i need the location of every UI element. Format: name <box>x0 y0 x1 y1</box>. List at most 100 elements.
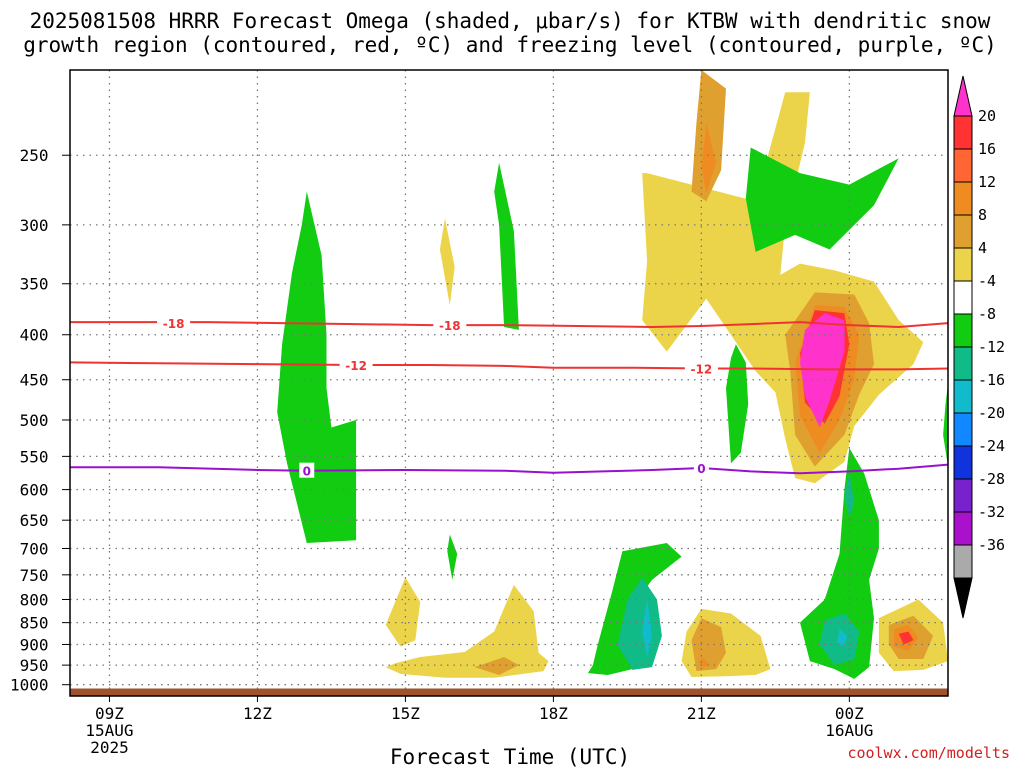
contour-line--18 <box>70 321 948 328</box>
y-tick-label-300: 300 <box>10 216 49 235</box>
x-tick-year-09Z: 2025 <box>90 738 129 757</box>
omega-region-9 <box>385 584 549 678</box>
colorbar-segment-8 <box>953 379 973 414</box>
colorbar-segment-6 <box>953 313 973 348</box>
colorbar-segment-10 <box>953 445 973 480</box>
contour-label--18-0: -18 <box>163 317 185 331</box>
x-tick-label-00Z: 00Z <box>835 704 864 723</box>
omega-region-19 <box>494 162 519 330</box>
plot-frame <box>69 69 949 697</box>
colorbar-label--28: -28 <box>978 470 1005 488</box>
omega-region-21 <box>745 147 899 252</box>
colorbar-label-16: 16 <box>978 140 996 158</box>
colorbar-label--36: -36 <box>978 536 1005 554</box>
omega-region-27 <box>844 473 855 518</box>
contour-label--18-1: -18 <box>439 319 461 333</box>
y-tick-label-600: 600 <box>10 481 49 500</box>
contour-label-bg--12-1 <box>684 360 718 376</box>
colorbar-bottom-arrow <box>953 577 973 619</box>
colorbar-label-12: 12 <box>978 173 996 191</box>
y-tick-label-950: 950 <box>10 656 49 675</box>
x-tick-date-09Z: 15AUG <box>85 721 133 740</box>
y-tick-label-650: 650 <box>10 511 49 530</box>
colorbar-segment-9 <box>953 412 973 447</box>
x-tick-label-21Z: 21Z <box>687 704 716 723</box>
omega-region-2 <box>701 123 717 193</box>
colorbar-label-20: 20 <box>978 107 996 125</box>
omega-shading-layer <box>277 70 948 679</box>
omega-region-0 <box>642 92 924 484</box>
colorbar-segment-12 <box>953 511 973 546</box>
omega-region-23 <box>587 543 682 675</box>
omega-region-25 <box>642 599 652 657</box>
y-axis-ticks: 250 300 350 400 450 500 550 600 650 700 … <box>10 146 70 695</box>
y-tick-label-800: 800 <box>10 590 49 609</box>
chart-title-line-2: growth region (contoured, red, ºC) and f… <box>23 33 997 57</box>
y-tick-label-500: 500 <box>10 411 49 430</box>
colorbar-label-8: 8 <box>978 206 987 224</box>
colorbar-label--32: -32 <box>978 503 1005 521</box>
y-tick-label-400: 400 <box>10 326 49 345</box>
x-axis-label: Forecast Time (UTC) <box>390 745 630 768</box>
ground-surface <box>70 688 948 696</box>
omega-region-26 <box>800 447 879 679</box>
grid-layer <box>70 70 948 696</box>
y-tick-label-350: 350 <box>10 275 49 294</box>
x-tick-label-15Z: 15Z <box>391 704 420 723</box>
contour-line--12 <box>70 361 948 371</box>
y-tick-label-850: 850 <box>10 614 49 633</box>
y-tick-label-250: 250 <box>10 146 49 165</box>
contour-line-0 <box>70 463 948 475</box>
y-tick-label-1000: 1000 <box>10 676 49 695</box>
x-tick-date-00Z: 16AUG <box>825 721 873 740</box>
contour-layer: -18 -18 -12 -12 0 0 <box>70 315 948 479</box>
colorbar-label--24: -24 <box>978 437 1005 455</box>
omega-region-8 <box>385 577 421 647</box>
contour-label-bg--18-0 <box>157 315 191 331</box>
omega-region-12 <box>691 618 726 672</box>
colorbar-label--8: -8 <box>978 305 996 323</box>
y-tick-label-450: 450 <box>10 371 49 390</box>
x-tick-label-12Z: 12Z <box>243 704 272 723</box>
watermark-text: coolwx.com/modelts <box>847 744 1010 762</box>
colorbar-label--4: -4 <box>978 272 996 290</box>
contour-label-0-1: 0 <box>697 462 705 476</box>
omega-region-7 <box>439 218 455 305</box>
omega-region-10 <box>474 657 519 675</box>
y-tick-label-750: 750 <box>10 566 49 585</box>
y-tick-label-550: 550 <box>10 447 49 466</box>
colorbar-label--20: -20 <box>978 404 1005 422</box>
chart-title-line-1: 2025081508 HRRR Forecast Omega (shaded, … <box>30 9 991 33</box>
contour-label-0-0: 0 <box>303 465 311 479</box>
colorbar-segment-5 <box>953 280 973 315</box>
omega-region-24 <box>617 577 662 670</box>
y-tick-label-700: 700 <box>10 539 49 558</box>
colorbar-label--16: -16 <box>978 371 1005 389</box>
colorbar-segment-2 <box>953 181 973 216</box>
omega-region-20 <box>447 534 458 580</box>
contour-label--12-1: -12 <box>691 363 713 377</box>
colorbar-segment-13 <box>953 544 973 579</box>
colorbar-segment-1 <box>953 148 973 183</box>
contour-label-bg--18-1 <box>433 317 467 333</box>
x-tick-label-18Z: 18Z <box>539 704 568 723</box>
colorbar-label--12: -12 <box>978 338 1005 356</box>
x-tick-label-09Z: 09Z <box>95 704 124 723</box>
colorbar-segment-4 <box>953 247 973 282</box>
contour-label-bg-0-0 <box>299 462 315 478</box>
omega-region-18 <box>277 191 357 543</box>
colorbar-segment-0 <box>953 115 973 150</box>
colorbar-label-4: 4 <box>978 239 987 257</box>
contour-label-bg--12-0 <box>339 357 373 373</box>
y-tick-label-900: 900 <box>10 635 49 654</box>
colorbar: 20 16 12 8 4 -4 -8 -12 -16 -20 -24 -28 -32 -36 <box>953 75 1005 619</box>
colorbar-top-arrow <box>953 75 973 117</box>
colorbar-segment-7 <box>953 346 973 381</box>
omega-region-29 <box>837 629 847 647</box>
colorbar-segment-3 <box>953 214 973 249</box>
colorbar-segment-11 <box>953 478 973 513</box>
contour-label--12-0: -12 <box>345 359 367 373</box>
contour-label-bg-0-1 <box>693 459 709 475</box>
